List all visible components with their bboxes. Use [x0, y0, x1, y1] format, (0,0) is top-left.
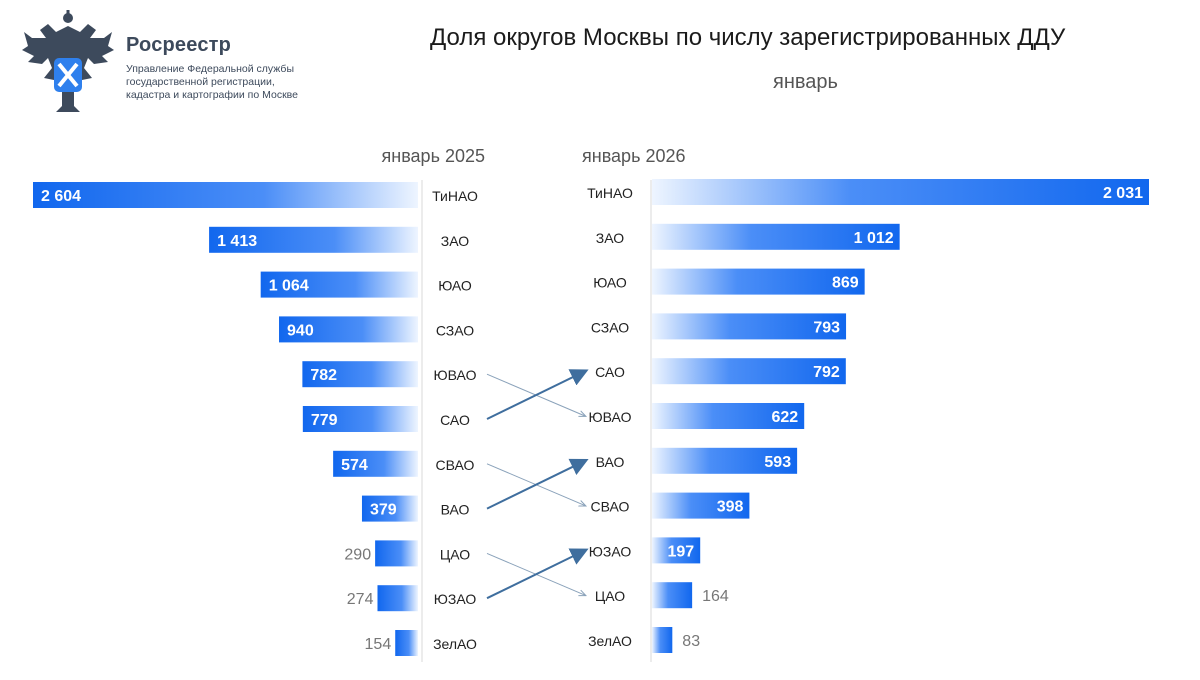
bar-value-left: 379 [370, 502, 397, 519]
bar-left-ЗАО [209, 226, 418, 253]
bar-right-ЮЗАО [652, 537, 701, 564]
category-label-right: ВАО [596, 454, 625, 470]
bar-value-right: 792 [813, 364, 840, 381]
category-label-right: ЮЗАО [589, 543, 632, 559]
rosreestr-logo: Росреестр Управление Федеральной службы … [18, 8, 298, 118]
category-label-left: ВАО [441, 502, 470, 518]
bar-value-right: 793 [813, 319, 840, 336]
category-label-left: САО [440, 412, 470, 428]
bar-value-right: 197 [668, 543, 695, 560]
category-label-right: САО [595, 364, 625, 380]
bar-left-ЮАО [260, 271, 418, 298]
org-sub-line: кадастра и картографии по Москве [126, 89, 298, 101]
bar-left-ЮВАО [302, 361, 418, 388]
bar-value-left: 779 [311, 412, 338, 429]
bar-left-ЮЗАО [377, 585, 418, 612]
rank-change-arrow-ВАО [486, 458, 589, 510]
bar-value-right: 2 031 [1103, 185, 1143, 202]
category-label-left: ЮЗАО [434, 591, 477, 607]
bar-left-ВАО [361, 495, 418, 522]
bar-right-ЮВАО [652, 403, 805, 429]
bar-value-left: 274 [347, 591, 374, 608]
bar-right-СЗАО [652, 313, 847, 340]
category-label-right: ЗелАО [588, 633, 632, 649]
right-bars-group: 2 031 ТиНАО 1 012 ЗАО 869 ЮАО 793 СЗАО 792 САО 622… [587, 179, 1149, 653]
bar-left-САО [302, 406, 418, 432]
bar-value-left: 2 604 [41, 188, 81, 205]
bar-value-left: 1 064 [269, 278, 309, 295]
bar-value-right: 1 012 [854, 230, 894, 247]
category-label-right: ЦАО [595, 588, 625, 604]
category-label-left: ТиНАО [432, 188, 478, 204]
category-label-left: ЮВАО [434, 367, 477, 383]
bar-value-left: 782 [310, 367, 337, 384]
bar-value-right: 398 [717, 499, 744, 516]
category-label-right: СЗАО [591, 319, 629, 335]
category-label-right: ТиНАО [587, 185, 633, 201]
bar-right-ВАО [652, 447, 798, 474]
double-headed-eagle-emblem-icon [22, 10, 114, 112]
bar-value-left: 574 [341, 457, 368, 474]
category-label-left: ЗАО [441, 233, 469, 249]
bar-value-left: 290 [344, 546, 371, 563]
rank-change-arrow-САО [486, 369, 589, 420]
left-series-label: январь 2025 [382, 146, 486, 166]
category-label-left: СВАО [436, 457, 475, 473]
bar-value-left: 940 [287, 322, 314, 339]
right-series-label: январь 2026 [582, 146, 686, 166]
bar-left-ТиНАО [33, 182, 418, 208]
category-label-left: ЦАО [440, 546, 470, 562]
category-label-left: ЮАО [438, 278, 472, 294]
bar-right-ЮАО [652, 268, 865, 295]
org-sub-line: государственной регистрации, [126, 76, 275, 88]
bar-value-left: 154 [365, 636, 392, 653]
bar-value-right: 83 [682, 633, 700, 650]
category-label-left: ЗелАО [433, 636, 477, 652]
bar-right-ЗАО [652, 223, 900, 250]
org-name: Росреестр [126, 34, 232, 56]
rank-change-arrows-group [486, 369, 589, 600]
bar-left-СВАО [333, 450, 418, 477]
chart-subtitle: январь [773, 71, 838, 93]
org-sub-line: Управление Федеральной службы [126, 63, 294, 75]
bar-left-ЦАО [375, 540, 418, 567]
rank-change-arrow-ЮЗАО [486, 548, 589, 600]
category-label-right: ЮВАО [589, 409, 632, 425]
left-bars-group: 2 604 ТиНАО 1 413 ЗАО 1 064 ЮАО 940 СЗАО 782 ЮВАО… [33, 182, 478, 656]
bar-value-left: 1 413 [217, 233, 257, 250]
bar-value-right: 164 [702, 588, 729, 605]
chart-title: Доля округов Москвы по числу зарегистрир… [430, 24, 1066, 51]
bar-value-right: 622 [772, 409, 799, 426]
bar-left-ЗелАО [395, 630, 418, 656]
bar-right-ТиНАО [652, 179, 1149, 205]
category-label-right: ЮАО [593, 275, 627, 291]
bar-right-ЦАО [652, 582, 693, 609]
bar-right-САО [652, 358, 846, 385]
category-label-left: СЗАО [436, 322, 474, 338]
category-label-right: ЗАО [596, 230, 624, 246]
category-label-right: СВАО [591, 499, 630, 515]
bar-value-right: 869 [832, 275, 859, 292]
bar-right-ЗелАО [652, 627, 673, 653]
org-subtitle: Управление Федеральной службы государств… [126, 63, 298, 102]
bar-value-right: 593 [764, 454, 791, 471]
bar-left-СЗАО [279, 316, 418, 343]
bar-right-СВАО [652, 492, 750, 519]
